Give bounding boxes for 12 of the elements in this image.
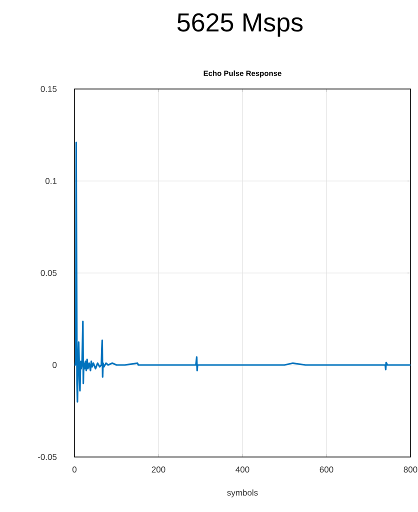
x-tick-label: 800 xyxy=(404,466,418,473)
chart-title: 5625 Msps xyxy=(177,13,303,37)
x-axis-title: symbols xyxy=(227,489,258,498)
x-tick-label: 400 xyxy=(236,466,250,473)
x-tick-label: 600 xyxy=(320,466,334,473)
y-tick-label: 0 xyxy=(52,362,57,368)
x-tick-label: 0 xyxy=(72,466,77,473)
x-tick-label: 200 xyxy=(152,466,166,473)
y-tick-label: -0.05 xyxy=(38,454,57,460)
y-tick-label: 0.15 xyxy=(40,86,57,92)
y-tick-label: 0.05 xyxy=(40,270,57,276)
y-tick-label: 0.1 xyxy=(45,178,57,184)
